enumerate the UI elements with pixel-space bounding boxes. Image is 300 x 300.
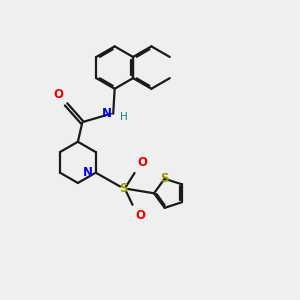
Text: S: S	[160, 172, 169, 185]
Text: H: H	[120, 112, 128, 122]
Text: S: S	[119, 182, 128, 195]
Text: O: O	[136, 208, 146, 222]
Text: O: O	[54, 88, 64, 101]
Text: N: N	[102, 107, 112, 120]
Text: N: N	[83, 166, 93, 179]
Text: O: O	[137, 156, 148, 169]
